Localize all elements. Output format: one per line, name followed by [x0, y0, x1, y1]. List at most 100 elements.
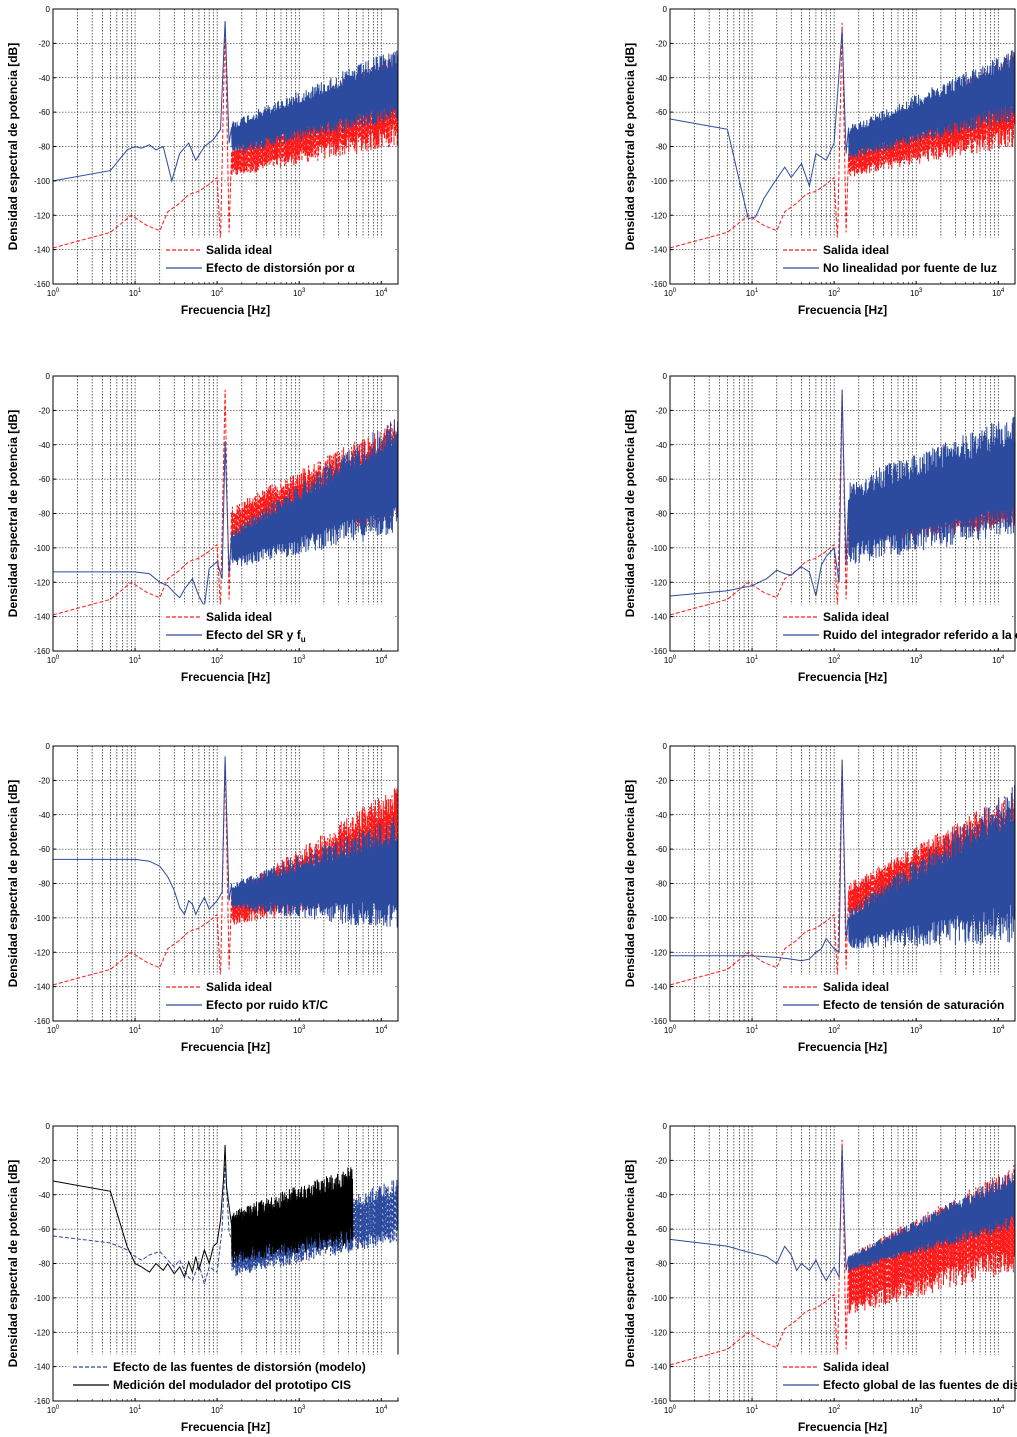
- y-tick-label: 0: [663, 372, 668, 381]
- y-tick-label: -60: [655, 475, 667, 484]
- x-tick-label: 103: [293, 288, 306, 298]
- y-axis-label: Densidad espectral de potencia [dB]: [623, 43, 637, 250]
- x-tick-label: 101: [129, 1405, 142, 1415]
- x-tick-label: 104: [375, 1025, 388, 1035]
- x-tick-label: 102: [211, 1405, 224, 1415]
- y-tick-label: -80: [655, 510, 667, 519]
- x-axis-label: Frecuencia [Hz]: [181, 1040, 270, 1054]
- x-tick-label: 101: [746, 1025, 759, 1035]
- y-tick-label: -40: [655, 441, 667, 450]
- x-tick-label: 102: [828, 1405, 841, 1415]
- series-line-1: [53, 20, 398, 183]
- x-tick-label: 100: [47, 1405, 60, 1415]
- y-axis-label: Densidad espectral de potencia [dB]: [623, 410, 637, 617]
- legend-label: Medición del modulador del prototipo CIS: [113, 1378, 351, 1392]
- series-line-1: [670, 29, 1015, 220]
- legend-label: Salida ideal: [823, 610, 889, 624]
- x-tick-label: 104: [375, 1405, 388, 1415]
- y-tick-label: -100: [651, 177, 668, 186]
- y-tick-label: -160: [34, 1397, 51, 1406]
- y-tick-label: -120: [34, 578, 51, 587]
- legend-label: Salida ideal: [823, 1360, 889, 1374]
- y-tick-label: -60: [38, 1225, 50, 1234]
- y-tick-label: -100: [651, 544, 668, 553]
- y-tick-label: -80: [655, 1260, 667, 1269]
- x-axis-label: Frecuencia [Hz]: [798, 670, 887, 684]
- x-axis-label: Frecuencia [Hz]: [181, 1420, 270, 1434]
- y-tick-label: -120: [651, 1328, 668, 1337]
- y-axis-label: Densidad espectral de potencia [dB]: [623, 780, 637, 987]
- y-tick-label: -20: [38, 776, 50, 785]
- y-tick-label: 0: [46, 5, 51, 14]
- x-tick-label: 102: [211, 288, 224, 298]
- y-tick-label: -120: [34, 948, 51, 957]
- y-tick-label: -140: [34, 246, 51, 255]
- y-tick-label: -140: [651, 246, 668, 255]
- series-line-1: [53, 1144, 354, 1279]
- y-tick-label: -100: [34, 914, 51, 923]
- y-axis-label: Densidad espectral de potencia [dB]: [623, 1160, 637, 1367]
- y-tick-label: -60: [655, 845, 667, 854]
- x-tick-label: 100: [47, 288, 60, 298]
- y-tick-label: -160: [651, 647, 668, 656]
- series-line-1: [53, 756, 398, 928]
- y-tick-label: -80: [655, 143, 667, 152]
- y-tick-label: -40: [655, 811, 667, 820]
- legend-label: Efecto de distorsión por α: [206, 261, 355, 275]
- y-tick-label: -20: [655, 406, 667, 415]
- y-tick-label: 0: [46, 1122, 51, 1131]
- y-tick-label: -40: [38, 441, 50, 450]
- y-axis-label: Densidad espectral de potencia [dB]: [6, 1160, 20, 1367]
- x-tick-label: 102: [211, 655, 224, 665]
- y-tick-label: 0: [663, 742, 668, 751]
- x-tick-label: 100: [664, 655, 677, 665]
- x-tick-label: 104: [992, 1405, 1005, 1415]
- x-tick-label: 102: [211, 1025, 224, 1035]
- y-tick-label: 0: [663, 1122, 668, 1131]
- x-tick-label: 103: [910, 1025, 923, 1035]
- x-axis-label: Frecuencia [Hz]: [181, 670, 270, 684]
- x-tick-label: 102: [828, 655, 841, 665]
- legend: Salida ideal Efecto por ruido kT/C: [161, 974, 395, 1018]
- y-tick-label: -100: [651, 1294, 668, 1303]
- y-tick-label: -40: [38, 74, 50, 83]
- y-tick-label: -160: [34, 1017, 51, 1026]
- x-tick-label: 104: [992, 1025, 1005, 1035]
- y-tick-label: -140: [34, 613, 51, 622]
- y-tick-label: -80: [38, 510, 50, 519]
- legend: Salida ideal Efecto global de las fuentes…: [778, 1354, 1017, 1398]
- legend-label: Efecto del SR y fu: [206, 628, 306, 644]
- x-tick-label: 101: [129, 1025, 142, 1035]
- x-tick-label: 103: [910, 1405, 923, 1415]
- legend: Salida ideal No linealidad por fuente de …: [778, 237, 1012, 281]
- x-tick-label: 101: [746, 655, 759, 665]
- x-tick-label: 101: [746, 1405, 759, 1415]
- legend: Salida ideal Efecto del SR y fu: [161, 604, 395, 648]
- y-tick-label: -160: [34, 280, 51, 289]
- x-tick-label: 104: [375, 655, 388, 665]
- x-axis-label: Frecuencia [Hz]: [798, 1040, 887, 1054]
- y-tick-label: -140: [34, 1363, 51, 1372]
- y-tick-label: -160: [34, 647, 51, 656]
- x-tick-label: 104: [375, 288, 388, 298]
- y-axis-label: Densidad espectral de potencia [dB]: [6, 410, 20, 617]
- legend-label: Salida ideal: [206, 610, 272, 624]
- y-tick-label: -80: [38, 880, 50, 889]
- x-tick-label: 100: [664, 1025, 677, 1035]
- legend-label: Efecto por ruido kT/C: [206, 998, 328, 1012]
- legend-label: Salida ideal: [823, 243, 889, 257]
- x-tick-label: 100: [47, 655, 60, 665]
- y-tick-label: -20: [38, 1156, 50, 1165]
- y-tick-label: -80: [38, 1260, 50, 1269]
- y-axis-label: Densidad espectral de potencia [dB]: [6, 43, 20, 250]
- x-tick-label: 103: [910, 288, 923, 298]
- y-tick-label: -120: [34, 211, 51, 220]
- y-tick-label: -60: [655, 1225, 667, 1234]
- x-axis-label: Frecuencia [Hz]: [798, 1420, 887, 1434]
- y-tick-label: -120: [651, 578, 668, 587]
